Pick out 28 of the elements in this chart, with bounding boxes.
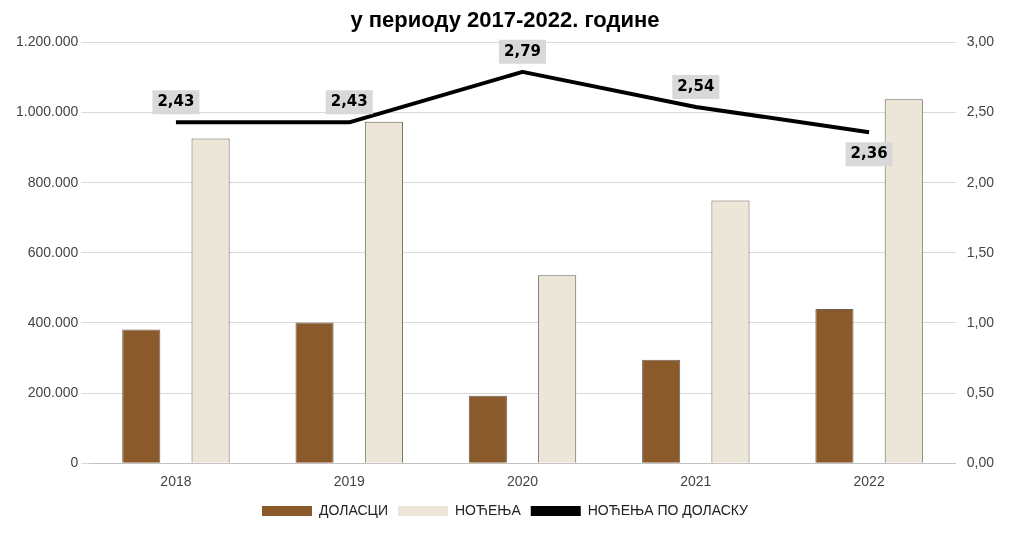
y-tick-label: 1.000.000: [15, 103, 79, 120]
legend-label: ДОЛАСЦИ: [319, 501, 388, 518]
y2-tick-label: 3,00: [966, 33, 995, 50]
y2-tick-label: 1,50: [966, 243, 995, 260]
legend-label: НОЋЕЊА: [454, 501, 522, 518]
y-tick-label: 1.200.000: [15, 33, 79, 50]
y2-tick-label: 1,00: [966, 313, 995, 330]
data-label: 2,36: [850, 144, 888, 163]
x-tick-label: 2020: [506, 473, 539, 490]
x-tick-label: 2021: [680, 473, 712, 490]
legend-label: НОЋЕЊА ПО ДОЛАСКУ: [587, 501, 749, 518]
x-tick-label: 2019: [333, 473, 365, 490]
y-tick-label: 800.000: [27, 173, 79, 190]
chart-title: у периоду 2017-2022. године: [350, 7, 660, 33]
y-tick-label: 600.000: [27, 243, 79, 260]
y2-tick-label: 0,00: [966, 454, 995, 471]
y2-tick-label: 2,00: [966, 173, 995, 190]
y-tick-label: 400.000: [27, 313, 79, 330]
data-label: 2,79: [504, 41, 542, 60]
data-label: 2,43: [330, 92, 368, 111]
y2-tick-label: 0,50: [966, 383, 995, 400]
x-tick-label: 2018: [160, 473, 192, 490]
x-tick-label: 2022: [853, 473, 885, 490]
y-tick-label: 0: [70, 454, 79, 471]
y2-tick-label: 2,50: [966, 103, 995, 120]
data-label: 2,43: [157, 92, 195, 111]
y-tick-label: 200.000: [27, 383, 79, 400]
data-label: 2,54: [677, 76, 715, 95]
